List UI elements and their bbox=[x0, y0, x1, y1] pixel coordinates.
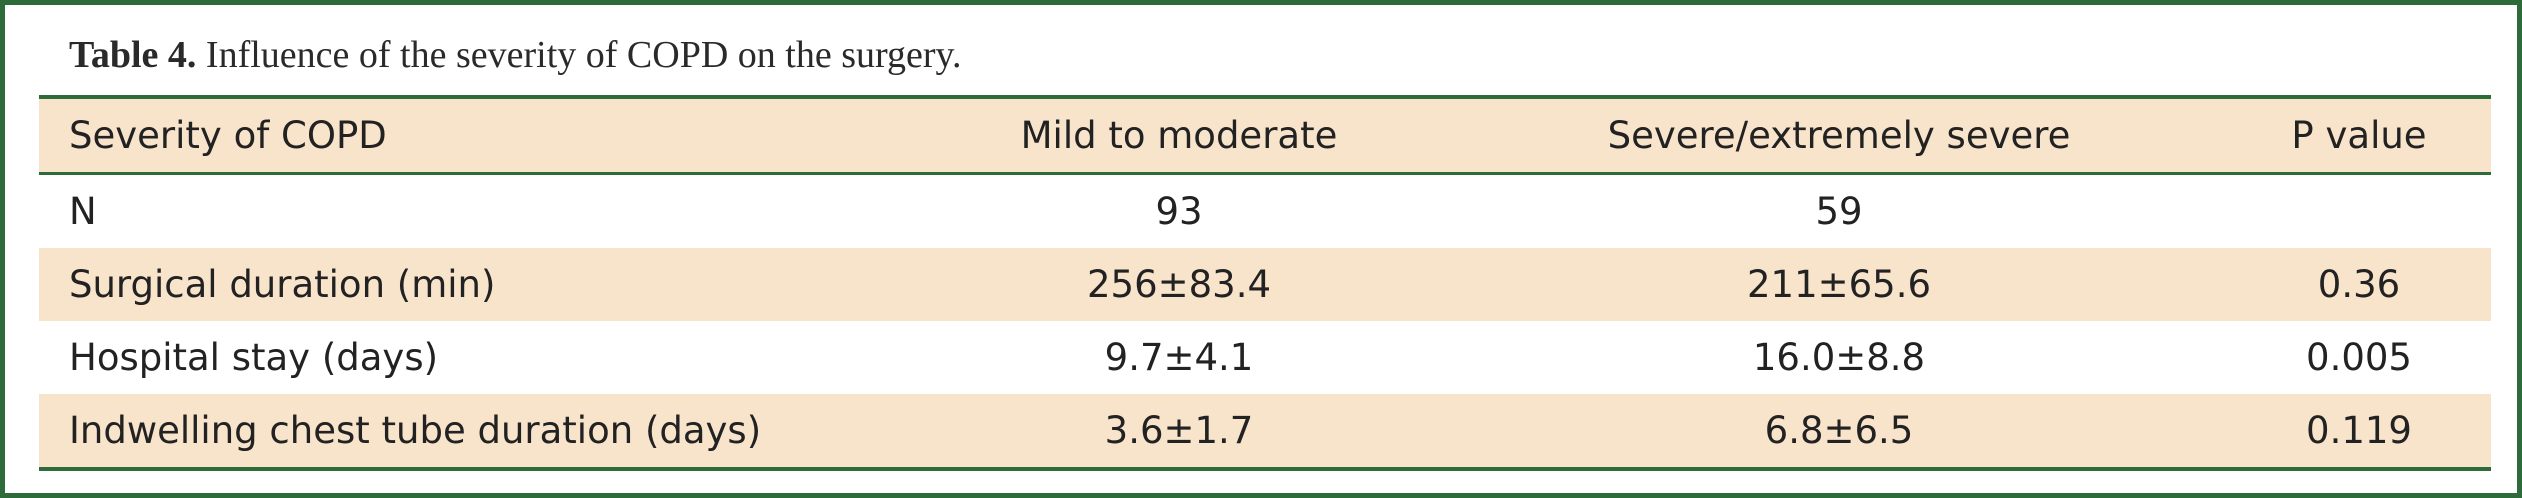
cell-mild-moderate: 93 bbox=[1155, 190, 1203, 233]
header-mild-moderate: Mild to moderate bbox=[1020, 114, 1338, 157]
row-label: Surgical duration (min) bbox=[69, 263, 496, 306]
cell-mild-moderate: 256±83.4 bbox=[1086, 263, 1271, 306]
data-table: Severity of COPD Mild to moderate Severe… bbox=[39, 95, 2491, 471]
cell-severe: 16.0±8.8 bbox=[1752, 336, 1926, 379]
cell-p-value: 0.36 bbox=[2317, 263, 2401, 306]
row-label: N bbox=[69, 190, 97, 233]
row-label: Indwelling chest tube duration (days) bbox=[69, 409, 762, 452]
table-caption-text: Influence of the severity of COPD on the… bbox=[196, 34, 962, 76]
table-caption-label: Table 4. bbox=[69, 34, 197, 76]
cell-severe: 59 bbox=[1815, 190, 1863, 233]
cell-severe: 211±65.6 bbox=[1746, 263, 1931, 306]
table-row: Indwelling chest tube duration (days) 3.… bbox=[39, 394, 2491, 467]
cell-mild-moderate: 9.7±4.1 bbox=[1104, 336, 1254, 379]
table-row: N 93 59 bbox=[39, 175, 2491, 248]
table-row: Surgical duration (min) 256±83.4 211±65.… bbox=[39, 248, 2491, 321]
cell-severe: 6.8±6.5 bbox=[1764, 409, 1914, 452]
header-p-value: P value bbox=[2291, 114, 2427, 157]
header-severity: Severity of COPD bbox=[69, 114, 387, 157]
row-label: Hospital stay (days) bbox=[69, 336, 439, 379]
table-row: Hospital stay (days) 9.7±4.1 16.0±8.8 0.… bbox=[39, 321, 2491, 394]
cell-p-value bbox=[2219, 175, 2499, 248]
table-caption: Table 4. Influence of the severity of CO… bbox=[69, 27, 962, 83]
header-severe: Severe/extremely severe bbox=[1607, 114, 2071, 157]
table-header-row: Severity of COPD Mild to moderate Severe… bbox=[39, 99, 2491, 175]
cell-p-value: 0.005 bbox=[2306, 336, 2412, 379]
cell-mild-moderate: 3.6±1.7 bbox=[1104, 409, 1254, 452]
cell-p-value: 0.119 bbox=[2306, 409, 2412, 452]
